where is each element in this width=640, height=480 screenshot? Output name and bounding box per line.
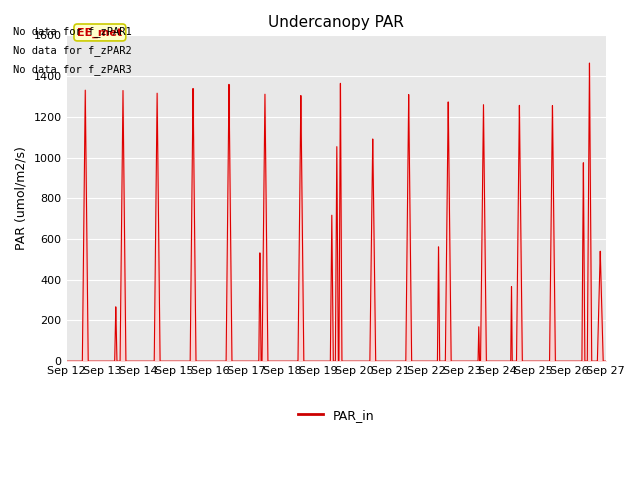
Legend: PAR_in: PAR_in — [292, 404, 380, 427]
Y-axis label: PAR (umol/m2/s): PAR (umol/m2/s) — [15, 146, 28, 250]
Title: Undercanopy PAR: Undercanopy PAR — [268, 15, 404, 30]
Text: EE_met: EE_met — [77, 27, 122, 37]
Text: No data for f_zPAR1: No data for f_zPAR1 — [13, 25, 132, 36]
Text: No data for f_zPAR2: No data for f_zPAR2 — [13, 45, 132, 56]
Text: No data for f_zPAR3: No data for f_zPAR3 — [13, 64, 132, 75]
